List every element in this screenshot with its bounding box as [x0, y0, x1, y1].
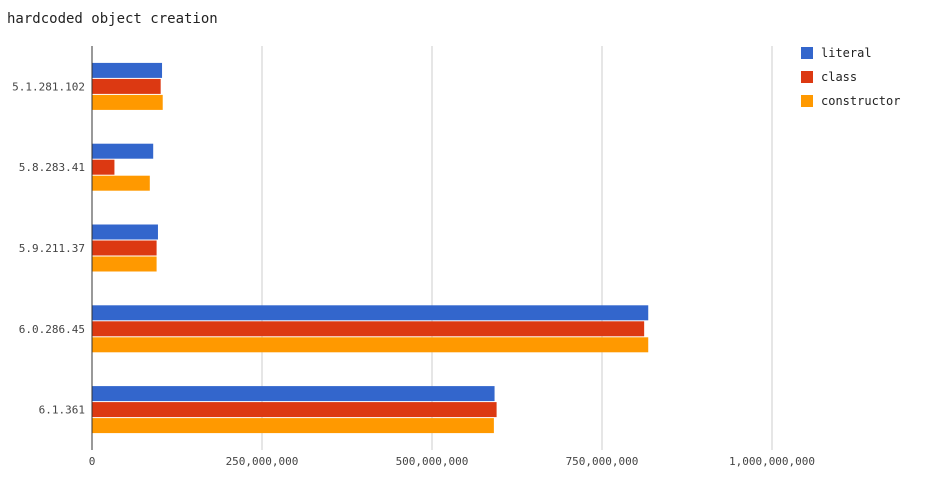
legend-swatch-class [801, 71, 813, 83]
bar-class [92, 402, 497, 418]
category-labels: 5.1.281.102 5.8.283.41 5.9.211.37 6.0.286.4… [12, 80, 85, 416]
bar-constructor [92, 175, 150, 191]
x-tick-label: 250,000,000 [226, 455, 299, 468]
legend-swatch-literal [801, 47, 813, 59]
bar-literal [92, 305, 649, 321]
x-tick-label: 1,000,000,000 [729, 455, 815, 468]
legend-label-class: class [821, 70, 857, 84]
bar-constructor [92, 418, 494, 434]
category-label: 5.8.283.41 [19, 161, 85, 174]
x-tick-label: 0 [89, 455, 96, 468]
x-tick-labels: 0 250,000,000 500,000,000 750,000,000 1,000,… [89, 455, 815, 468]
category-label: 6.0.286.45 [19, 323, 85, 336]
bar-class [92, 321, 645, 337]
x-tick-label: 500,000,000 [396, 455, 469, 468]
category-label: 5.1.281.102 [12, 80, 85, 93]
bar-literal [92, 62, 163, 78]
chart-title: hardcoded object creation [7, 11, 218, 27]
bar-literal [92, 143, 154, 159]
x-tick-label: 750,000,000 [566, 455, 639, 468]
bars [92, 62, 649, 434]
category-label: 6.1.361 [39, 404, 85, 417]
bar-constructor [92, 337, 649, 353]
legend: literal class constructor [801, 46, 900, 108]
bar-class [92, 78, 161, 94]
bar-constructor [92, 256, 157, 272]
legend-swatch-constructor [801, 95, 813, 107]
category-label: 5.9.211.37 [19, 242, 85, 255]
bar-literal [92, 224, 158, 240]
bar-literal [92, 386, 495, 402]
bar-class [92, 159, 115, 175]
bar-class [92, 240, 157, 256]
bar-constructor [92, 94, 163, 110]
gridlines [261, 46, 773, 450]
legend-label-literal: literal [821, 46, 872, 60]
legend-label-constructor: constructor [821, 94, 900, 108]
